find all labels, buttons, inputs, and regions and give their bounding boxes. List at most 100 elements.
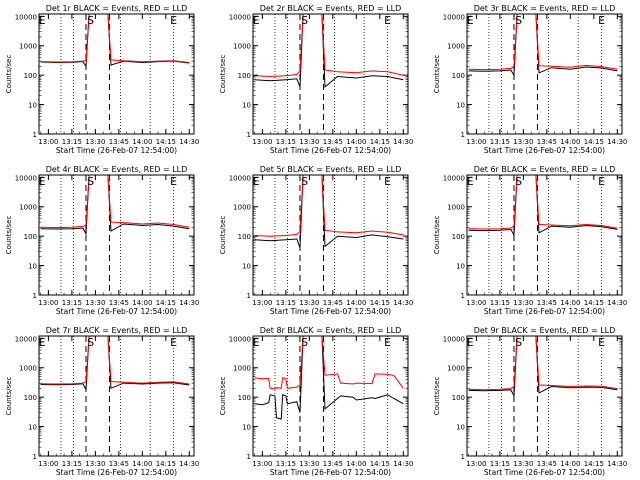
y-tick-label: 100: [238, 72, 251, 80]
y-tick-label: 10000: [15, 335, 37, 343]
x-tick-label: 13:45: [323, 138, 343, 146]
y-tick-label: 10: [242, 424, 251, 432]
marker-letter: S: [87, 14, 94, 27]
x-tick-label: 13:30: [299, 460, 319, 468]
y-tick-label: 10: [28, 263, 37, 271]
x-tick-label: 13:15: [62, 460, 82, 468]
x-axis-label: Start Time (26-Feb-07 12:54:00): [484, 307, 605, 316]
x-tick-label: 14:30: [393, 460, 413, 468]
x-tick-label: 14:30: [179, 299, 199, 307]
series-line-lld: [468, 13, 618, 71]
marker-letter: S: [515, 336, 522, 349]
x-tick-label: 14:00: [346, 138, 366, 146]
marker-letter: S: [515, 14, 522, 27]
x-tick-label: 13:00: [466, 138, 486, 146]
y-tick-label: 1000: [233, 204, 251, 212]
series-line-lld: [468, 174, 618, 230]
x-tick-label: 14:15: [156, 138, 176, 146]
x-tick-label: 13:15: [276, 460, 296, 468]
y-tick-label: 10000: [15, 13, 37, 21]
x-tick-label: 14:00: [560, 138, 580, 146]
x-axis-label: Start Time (26-Feb-07 12:54:00): [56, 468, 177, 477]
chart-panel-7: Det 7r BLACK = Events, RED = LLD 1 10 100 10…: [5, 326, 199, 477]
x-tick-label: 13:00: [38, 138, 58, 146]
marker-letter: E: [384, 336, 391, 349]
y-axis-label: Counts/sec: [433, 55, 441, 94]
x-tick-label: 13:45: [537, 460, 557, 468]
y-tick-label: 10000: [443, 13, 465, 21]
x-tick-label: 14:30: [393, 299, 413, 307]
x-axis-label: Start Time (26-Feb-07 12:54:00): [484, 468, 605, 477]
x-tick-label: 14:30: [179, 460, 199, 468]
marker-letter: E: [170, 336, 177, 349]
chart-panel-2: Det 2r BLACK = Events, RED = LLD 1 10 100 10…: [219, 4, 413, 155]
y-tick-label: 1: [461, 292, 465, 300]
x-tick-label: 13:30: [513, 138, 533, 146]
x-tick-label: 13:00: [252, 460, 272, 468]
chart-title: Det 2r BLACK = Events, RED = LLD: [260, 4, 402, 13]
x-tick-label: 14:30: [393, 138, 413, 146]
series-line-lld: [40, 174, 190, 229]
x-tick-label: 13:45: [109, 299, 129, 307]
x-tick-label: 14:00: [346, 299, 366, 307]
y-tick-label: 100: [24, 72, 37, 80]
x-tick-label: 13:15: [62, 138, 82, 146]
chart-panel-9: Det 9r BLACK = Events, RED = LLD 1 10 100 10…: [433, 326, 627, 477]
x-tick-label: 14:15: [584, 299, 604, 307]
marker-letter: E: [39, 14, 46, 27]
y-tick-label: 1000: [447, 365, 465, 373]
marker-letter: S: [87, 175, 94, 188]
x-tick-label: 13:00: [38, 299, 58, 307]
plot-frame: [252, 335, 409, 457]
marker-letter: E: [253, 336, 260, 349]
x-tick-label: 13:45: [109, 138, 129, 146]
marker-letter: E: [170, 175, 177, 188]
y-tick-label: 1000: [447, 43, 465, 51]
y-tick-label: 1: [33, 131, 37, 139]
x-tick-label: 14:30: [179, 138, 199, 146]
marker-letter: E: [384, 14, 391, 27]
x-tick-label: 13:00: [252, 299, 272, 307]
x-tick-label: 14:00: [346, 460, 366, 468]
y-axis-label: Counts/sec: [5, 377, 13, 416]
x-axis-label: Start Time (26-Feb-07 12:54:00): [270, 146, 391, 155]
chart-panel-1: Det 1r BLACK = Events, RED = LLD 1 10 100 10…: [5, 4, 199, 155]
chart-panel-6: Det 6r BLACK = Events, RED = LLD 1 10 100 10…: [433, 165, 627, 316]
y-tick-label: 10: [456, 263, 465, 271]
x-tick-label: 13:15: [490, 138, 510, 146]
x-tick-label: 13:30: [513, 299, 533, 307]
x-tick-label: 13:00: [466, 299, 486, 307]
marker-letter: E: [598, 175, 605, 188]
chart-panel-3: Det 3r BLACK = Events, RED = LLD 1 10 100 10…: [433, 4, 627, 155]
chart-panel-8: Det 8r BLACK = Events, RED = LLD 1 10 100 10…: [219, 326, 413, 477]
y-tick-label: 1000: [233, 43, 251, 51]
x-tick-label: 13:00: [252, 138, 272, 146]
y-tick-label: 100: [24, 394, 37, 402]
x-tick-label: 13:00: [38, 460, 58, 468]
marker-letter: S: [515, 175, 522, 188]
series-line-events: [40, 13, 190, 68]
series-line-lld: [254, 174, 404, 237]
chart-panel-5: Det 5r BLACK = Events, RED = LLD 1 10 100 10…: [219, 165, 413, 316]
marker-letter: E: [253, 175, 260, 188]
series-line-lld: [468, 335, 618, 391]
x-tick-label: 13:30: [85, 138, 105, 146]
y-tick-label: 100: [238, 233, 251, 241]
y-tick-label: 10000: [229, 174, 251, 182]
plot-frame: [466, 335, 623, 457]
marker-letter: E: [598, 14, 605, 27]
y-tick-label: 1: [461, 131, 465, 139]
y-tick-label: 10000: [443, 174, 465, 182]
x-axis-label: Start Time (26-Feb-07 12:54:00): [56, 146, 177, 155]
marker-letter: E: [39, 175, 46, 188]
y-tick-label: 10000: [15, 174, 37, 182]
x-tick-label: 14:30: [607, 460, 627, 468]
marker-letter: E: [598, 336, 605, 349]
y-tick-label: 1000: [19, 204, 37, 212]
x-axis-label: Start Time (26-Feb-07 12:54:00): [270, 307, 391, 316]
series-line-lld: [40, 335, 190, 385]
x-tick-label: 13:30: [85, 460, 105, 468]
x-tick-label: 13:15: [276, 299, 296, 307]
marker-letter: E: [467, 14, 474, 27]
